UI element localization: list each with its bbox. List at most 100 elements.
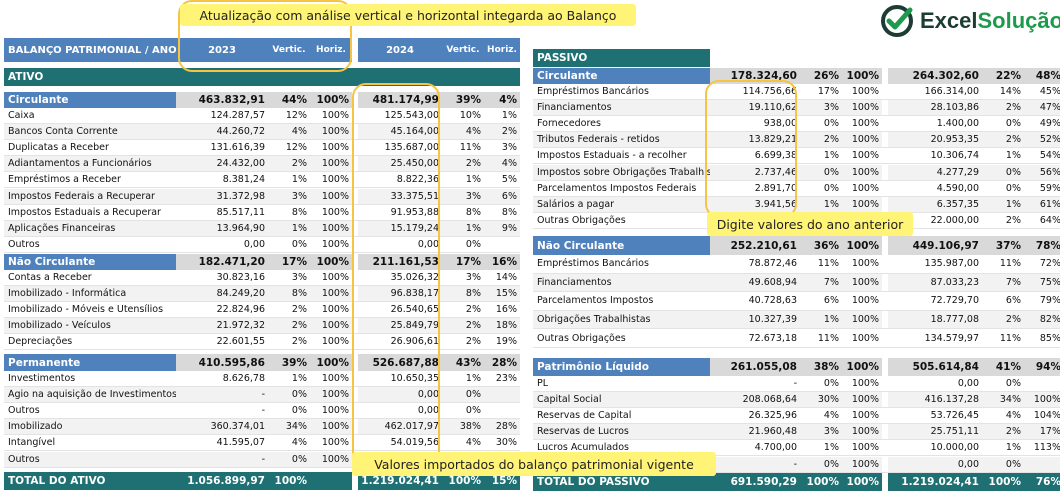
section-value-prev: 182.471,20 <box>198 256 265 268</box>
table-row: Imobilizado - Veículos 21.972,32 2% 100% 25.… <box>4 318 520 335</box>
table-row: Duplicatas a Receber 131.616,39 12% 100% 135… <box>4 140 520 157</box>
row-value-curr: 10.650,35 <box>390 373 439 385</box>
row-vertical-prev: 30% <box>817 394 839 406</box>
row-horizontal-prev: 100% <box>321 238 349 250</box>
row-label: Impostos Estaduais - a recolher <box>537 150 687 162</box>
header-vertical-2023: Vertic. <box>272 45 306 55</box>
row-vertical-prev: 7% <box>823 276 839 288</box>
row-vertical-curr: 2% <box>1005 102 1021 114</box>
section-vertical-curr: 37% <box>995 239 1021 252</box>
row-horizontal-prev: 100% <box>321 421 349 433</box>
row-vertical-curr: 0% <box>1005 182 1021 194</box>
row-horizontal-curr: 85% <box>1039 332 1060 344</box>
table-row: Parcelamentos Impostos 40.728,63 6% 100% 72.… <box>533 292 1060 311</box>
row-value-prev: 21.960,48 <box>748 426 797 438</box>
row-vertical-prev: 0% <box>823 182 839 194</box>
row-vertical-curr: 2% <box>465 336 481 348</box>
row-value-curr: 96.838,17 <box>390 288 439 300</box>
section-value-curr: 449.106,97 <box>912 239 979 252</box>
row-horizontal-curr: 104% <box>1033 410 1060 422</box>
row-vertical-curr: 14% <box>999 86 1021 98</box>
section-value-curr: 526.687,88 <box>372 356 439 369</box>
row-horizontal-curr: 75% <box>1039 276 1060 288</box>
section-value-prev: 261.055,08 <box>730 361 797 373</box>
table-row: Financiamentos 19.110,62 3% 100% 28.103,86 2%… <box>533 100 1060 117</box>
row-label: Contas a Receber <box>8 272 92 284</box>
row-value-prev: 124.287,57 <box>210 110 265 122</box>
row-value-prev: 41.595,07 <box>216 437 265 449</box>
row-horizontal-curr: 59% <box>1039 182 1060 194</box>
total-vertical-curr: 100% <box>988 476 1021 488</box>
section-horizontal-curr: 78% <box>1035 239 1060 252</box>
total-vertical-prev: 100% <box>806 476 839 488</box>
total-label: TOTAL DO ATIVO <box>8 475 106 487</box>
section-vertical-curr: 22% <box>995 70 1021 82</box>
row-horizontal-curr: 19% <box>495 336 517 348</box>
row-label: Outros <box>8 405 40 417</box>
row-vertical-prev: 3% <box>823 426 839 438</box>
row-horizontal-prev: 100% <box>851 166 879 178</box>
row-label: Reservas de Capital <box>537 410 632 422</box>
table-row: Fornecedores 938,00 0% 100% 1.400,00 0% 49% <box>533 116 1060 133</box>
row-vertical-curr: 2% <box>465 158 481 170</box>
row-horizontal-prev: 100% <box>321 320 349 332</box>
total-row: TOTAL DO PASSIVO 691.590,29 100% 100% 1.219.… <box>533 473 1060 491</box>
excel-solucao-logo: ExcelSolução <box>880 4 1060 38</box>
table-row: Outras Obrigações 72.673,18 11% 100% 134.579… <box>533 329 1060 348</box>
row-value-curr: 10.306,74 <box>930 150 979 162</box>
row-label: Imobilizado - Informática <box>8 288 127 300</box>
table-row: Aplicações Financeiras 13.964,90 1% 100% 15.… <box>4 220 520 237</box>
row-value-curr: 20.953,35 <box>930 134 979 146</box>
table-row: Contas a Receber 30.823,16 3% 100% 35.026,32… <box>4 270 520 287</box>
row-value-curr: 54.019,56 <box>390 437 439 449</box>
row-value-prev: 6.699,38 <box>754 150 797 162</box>
row-horizontal-curr: 47% <box>1039 102 1060 114</box>
section-vertical-curr: 39% <box>455 94 481 106</box>
row-vertical-prev: 2% <box>823 134 839 146</box>
row-vertical-prev: 34% <box>285 421 307 433</box>
total-vertical-curr: 100% <box>448 475 481 487</box>
row-value-curr: 22.000,00 <box>930 214 979 226</box>
section-header: Circulante 463.832,91 44% 100% 481.174,99 39%… <box>4 92 520 108</box>
row-label: Parcelamentos Impostos Federais <box>537 182 697 194</box>
section-vertical-prev: 36% <box>813 239 839 252</box>
row-vertical-prev: 0% <box>823 378 839 390</box>
section-horizontal-prev: 100% <box>316 94 349 106</box>
row-value-curr: 28.103,86 <box>930 102 979 114</box>
row-horizontal-curr: 56% <box>1039 166 1060 178</box>
row-vertical-curr: 2% <box>1005 426 1021 438</box>
row-vertical-prev: 0% <box>291 238 307 250</box>
total-horizontal-curr: 76% <box>1035 476 1060 488</box>
section-name: Patrimônio Líquido <box>533 358 710 376</box>
row-value-prev: 3.941,56 <box>754 198 797 210</box>
row-horizontal-prev: 100% <box>851 314 879 326</box>
row-vertical-prev: 1% <box>823 150 839 162</box>
row-horizontal-curr: 64% <box>1039 214 1060 226</box>
row-value-prev: 114.756,66 <box>742 86 797 98</box>
table-row: Bancos Conta Corrente 44.260,72 4% 100% 45.1… <box>4 124 520 141</box>
row-value-curr: 135.687,00 <box>384 142 439 154</box>
row-vertical-curr: 2% <box>465 304 481 316</box>
row-value-prev: 78.872,46 <box>748 258 797 270</box>
row-value-curr: 87.033,23 <box>930 276 979 288</box>
section-vertical-curr: 41% <box>995 361 1021 373</box>
row-label: Parcelamentos Impostos <box>537 295 654 307</box>
row-label: Tributos Federais - retidos <box>537 134 660 146</box>
row-value-curr: 26.906,61 <box>390 336 439 348</box>
total-horizontal-curr: 15% <box>491 475 517 487</box>
row-value-curr: 0,00 <box>957 458 979 470</box>
row-horizontal-prev: 100% <box>321 158 349 170</box>
row-vertical-prev: 3% <box>291 272 307 284</box>
row-horizontal-curr: 5% <box>501 174 517 186</box>
table-row: Capital Social 208.068,64 30% 100% 416.137,2… <box>533 392 1060 409</box>
header-vertical-2024: Vertic. <box>446 45 480 55</box>
table-row: Adiantamentos a Funcionários 24.432,00 2% 1… <box>4 156 520 173</box>
row-horizontal-prev: 100% <box>851 86 879 98</box>
row-value-prev: 85.517,11 <box>216 206 265 218</box>
section-horizontal-prev: 100% <box>846 361 879 373</box>
row-vertical-curr: 7% <box>1005 276 1021 288</box>
row-value-curr: 4.590,00 <box>936 182 979 194</box>
row-value-prev: 22.824,96 <box>216 304 265 316</box>
row-vertical-curr: 1% <box>465 373 481 385</box>
row-horizontal-prev: 100% <box>321 336 349 348</box>
